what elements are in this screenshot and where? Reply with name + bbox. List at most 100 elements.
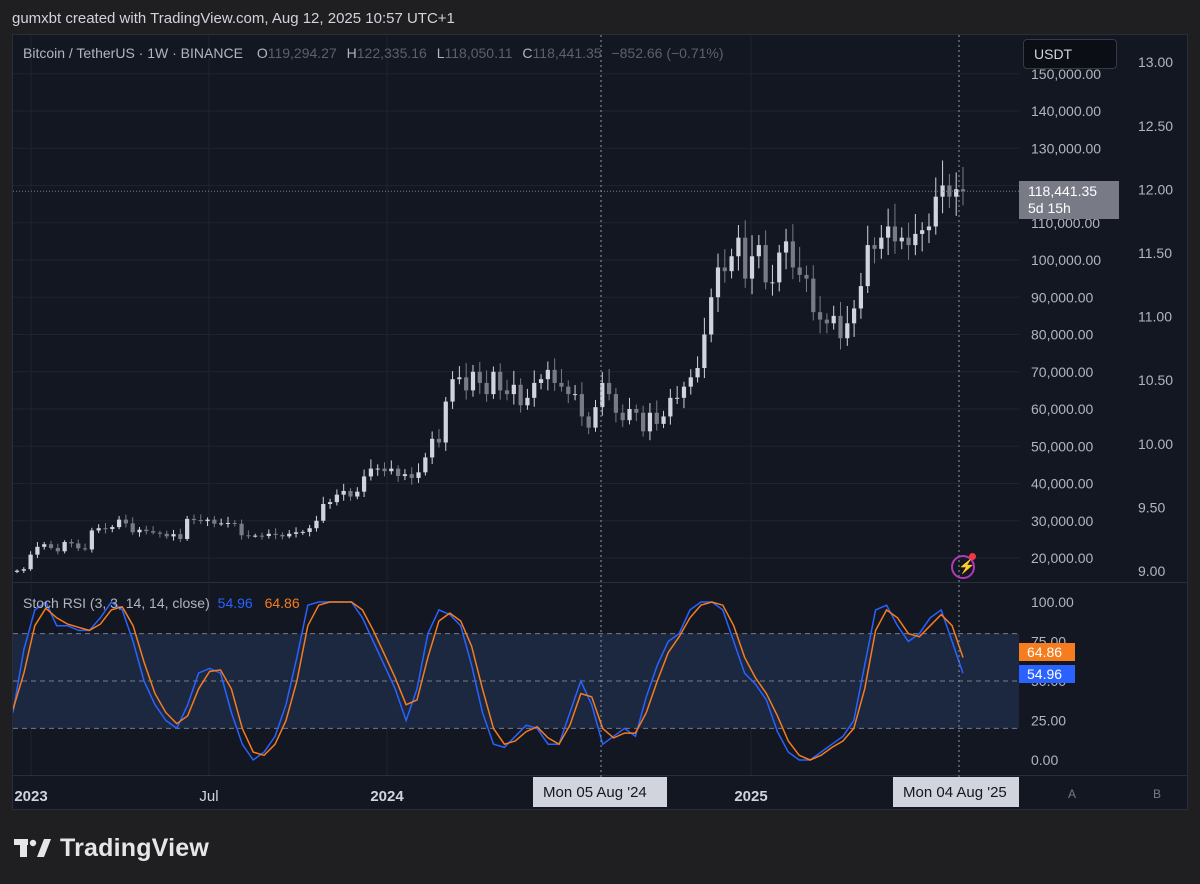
candle-body	[579, 394, 584, 417]
price-tick-label: 70,000.00	[1031, 364, 1093, 380]
candle-body	[940, 185, 945, 197]
candle-body	[89, 530, 94, 550]
notification-dot	[969, 553, 976, 560]
stoch-tick-label: 100.00	[1031, 594, 1074, 610]
secondary-tick-label: 10.00	[1138, 436, 1173, 452]
candle-body	[484, 382, 489, 395]
candle-body	[246, 535, 251, 537]
candle-body	[321, 503, 326, 521]
candle-body	[566, 386, 571, 395]
candle-body	[327, 502, 333, 504]
time-tick-label: 2024	[370, 788, 404, 805]
candle-body	[770, 282, 775, 284]
candle-body	[185, 518, 190, 540]
candle-body	[205, 519, 210, 522]
candle-body	[103, 528, 108, 530]
candle-body	[178, 534, 183, 540]
candle-body	[82, 548, 88, 550]
candle-body	[511, 384, 516, 395]
candle-body	[913, 233, 918, 246]
candle-body	[641, 412, 646, 432]
price-tick-label: 140,000.00	[1031, 103, 1101, 119]
candle-body	[647, 412, 653, 432]
candle-body	[838, 315, 843, 339]
candle-body	[600, 382, 605, 408]
candle-body	[906, 237, 911, 246]
candle-body	[845, 323, 850, 339]
close-label: C	[522, 45, 533, 61]
top-bar: gumxbt created with TradingView.com, Aug…	[0, 0, 1200, 38]
candle-body	[287, 533, 292, 537]
candle-body	[627, 409, 632, 421]
lightning-icon: ⚡	[958, 558, 976, 574]
chart-canvas[interactable]: 20,000.00 30,000.00 40,000.00 50,000.00 60,0…	[13, 35, 1188, 810]
candle-body	[470, 371, 476, 391]
candle-body	[382, 468, 387, 472]
candle-body	[926, 226, 932, 231]
candle-body	[572, 394, 578, 396]
candle-body	[144, 529, 149, 532]
candle-body	[430, 438, 435, 458]
stoch-tick-label: 0.00	[1031, 752, 1058, 768]
scale-b-button[interactable]: B	[1152, 787, 1161, 801]
candle-body	[464, 377, 469, 391]
secondary-tick-label: 9.50	[1138, 499, 1165, 515]
candle-body	[137, 529, 142, 533]
candle-body	[35, 546, 40, 555]
price-tick-label: 30,000.00	[1031, 513, 1093, 529]
price-tick-label: 40,000.00	[1031, 476, 1093, 492]
candle-body	[756, 245, 761, 257]
candle-body	[545, 369, 550, 380]
secondary-tick-label: 12.50	[1138, 118, 1173, 134]
candle-body	[613, 394, 619, 413]
candle-body	[872, 245, 877, 249]
candle-body	[763, 245, 768, 283]
candle-body	[443, 401, 448, 443]
candle-body	[259, 535, 265, 537]
candle-body	[960, 189, 966, 192]
candle-body	[198, 520, 203, 522]
crosshair-date-right: Mon 04 Aug '25	[893, 777, 1019, 807]
candle-body	[538, 379, 544, 383]
candle-body	[21, 569, 26, 571]
alert-bolt-icon[interactable]: ⚡	[951, 553, 976, 579]
time-tick-label: 2025	[734, 788, 767, 805]
symbol-title[interactable]: Bitcoin / TetherUS · 1W · BINANCE	[23, 45, 243, 61]
candle-body	[920, 230, 925, 234]
candle-body	[532, 382, 537, 398]
price-tick-label: 100,000.00	[1031, 252, 1101, 268]
last-price-value: 118,441.35	[1028, 183, 1098, 199]
secondary-tick-label: 12.00	[1138, 181, 1173, 197]
price-tick-label: 50,000.00	[1031, 438, 1093, 454]
candle-body	[341, 490, 346, 495]
candle-body	[858, 286, 864, 309]
candle-body	[62, 541, 67, 552]
candle-body	[457, 377, 462, 380]
bar-countdown: 5d 15h	[1028, 200, 1071, 216]
chart-frame[interactable]: 20,000.00 30,000.00 40,000.00 50,000.00 60,0…	[12, 34, 1188, 810]
secondary-tick-label: 11.50	[1138, 245, 1172, 261]
candle-body	[702, 334, 707, 369]
stoch-rsi-legend[interactable]: Stoch RSI (3, 3, 14, 14, close) 54.96 64…	[23, 595, 300, 611]
open-value: 119,294.27	[267, 45, 337, 61]
candle-body	[865, 245, 870, 287]
candle-body	[55, 547, 60, 552]
candle-body	[709, 297, 714, 335]
candle-body	[790, 241, 795, 268]
candle-body	[892, 226, 898, 242]
currency-button[interactable]: USDT	[1023, 39, 1117, 69]
stoch-k-value: 54.96	[217, 595, 253, 611]
candle-body	[559, 382, 564, 387]
candle-body	[314, 520, 319, 529]
candle-body	[409, 474, 414, 478]
open-label: O	[256, 45, 268, 61]
candles-group	[14, 160, 966, 574]
candle-body	[130, 523, 135, 533]
candle-body	[831, 315, 836, 324]
candle-body	[151, 531, 156, 533]
price-tick-label: 90,000.00	[1031, 289, 1093, 305]
auto-scale-button[interactable]: A	[1067, 787, 1076, 801]
candle-body	[722, 267, 727, 272]
tradingview-logo: TradingView	[14, 834, 209, 862]
candle-body	[586, 416, 591, 428]
